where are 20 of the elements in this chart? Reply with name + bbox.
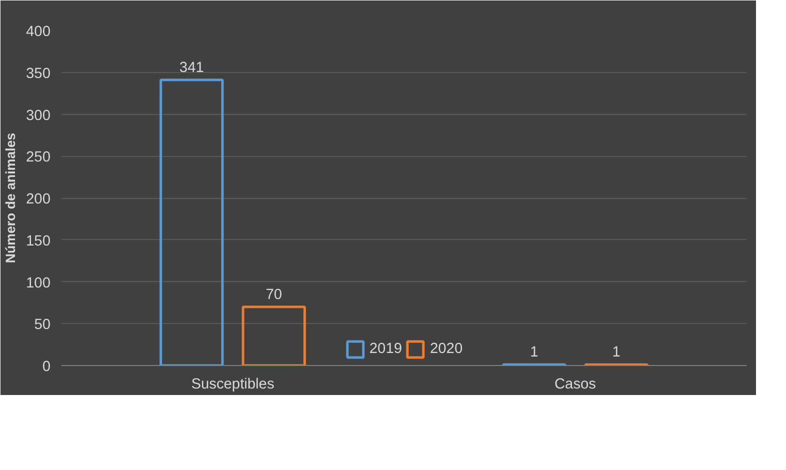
bar <box>160 78 224 366</box>
legend-label: 2020 <box>430 341 463 357</box>
y-tick-label: 50 <box>34 317 51 334</box>
data-label: 341 <box>179 60 204 76</box>
y-tick-label: 250 <box>26 150 51 166</box>
x-tick-label: Susceptibles <box>191 376 274 392</box>
legend-label: 2019 <box>369 341 402 357</box>
data-label: 1 <box>530 344 538 361</box>
y-tick-label: 200 <box>26 192 51 208</box>
y-tick-label: 100 <box>26 275 51 292</box>
y-tick-label: 400 <box>26 24 51 40</box>
data-label: 70 <box>266 286 282 303</box>
y-tick-label: 150 <box>26 233 51 250</box>
x-tick-label: Casos <box>554 376 596 392</box>
data-label: 1 <box>612 344 620 361</box>
bar <box>242 306 306 366</box>
y-axis-title: Número de animales <box>3 132 18 264</box>
y-tick-label: 300 <box>26 108 51 124</box>
y-tick-label: 350 <box>26 66 51 82</box>
y-tick-label: 0 <box>42 359 51 375</box>
